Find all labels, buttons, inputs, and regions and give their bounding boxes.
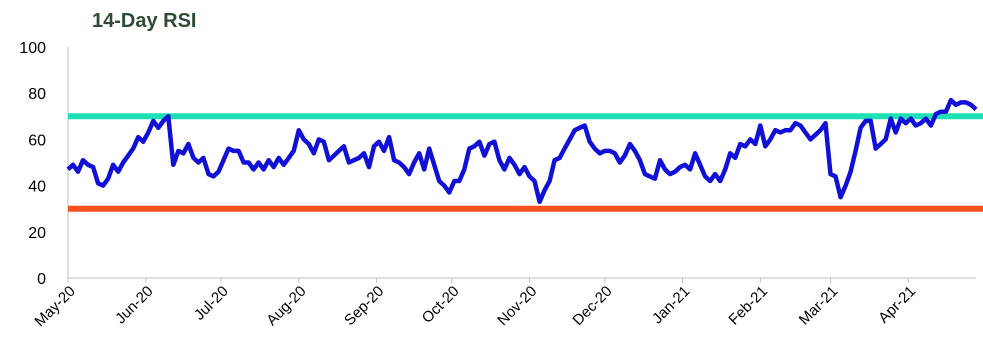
y-tick-label: 100 <box>19 40 46 57</box>
x-tick-label: Jan-21 <box>649 283 693 327</box>
x-tick-label: Dec-20 <box>569 283 615 329</box>
x-tick-label: Nov-20 <box>494 283 540 329</box>
x-tick-label: Aug-20 <box>263 283 309 329</box>
y-tick-label: 60 <box>28 132 46 149</box>
x-tick-label: Mar-21 <box>796 283 842 329</box>
rsi-series-line <box>66 97 978 205</box>
x-tick-label: Oct-20 <box>419 283 463 327</box>
x-tick-label: May-20 <box>31 283 78 330</box>
y-tick-label: 20 <box>28 225 46 242</box>
x-tick-label: Apr-21 <box>875 283 919 327</box>
y-tick-label: 40 <box>28 179 46 196</box>
x-tick-label: Feb-21 <box>725 283 771 329</box>
reference-lines <box>68 113 983 212</box>
x-axis: May-20 Jun-20 Jul-20 Aug-20 Sep-20 Oct-20 Nov-… <box>31 47 976 330</box>
x-tick-label: Jul-20 <box>191 283 232 324</box>
chart-title: 14-Day RSI <box>92 10 197 32</box>
y-axis-ticks: 0 20 40 60 80 100 <box>19 40 46 288</box>
x-tick-label: Sep-20 <box>341 283 387 329</box>
series-layer <box>66 97 978 205</box>
y-tick-label: 0 <box>37 271 46 288</box>
y-tick-label: 80 <box>28 86 46 103</box>
x-tick-label: Jun-20 <box>112 283 156 327</box>
